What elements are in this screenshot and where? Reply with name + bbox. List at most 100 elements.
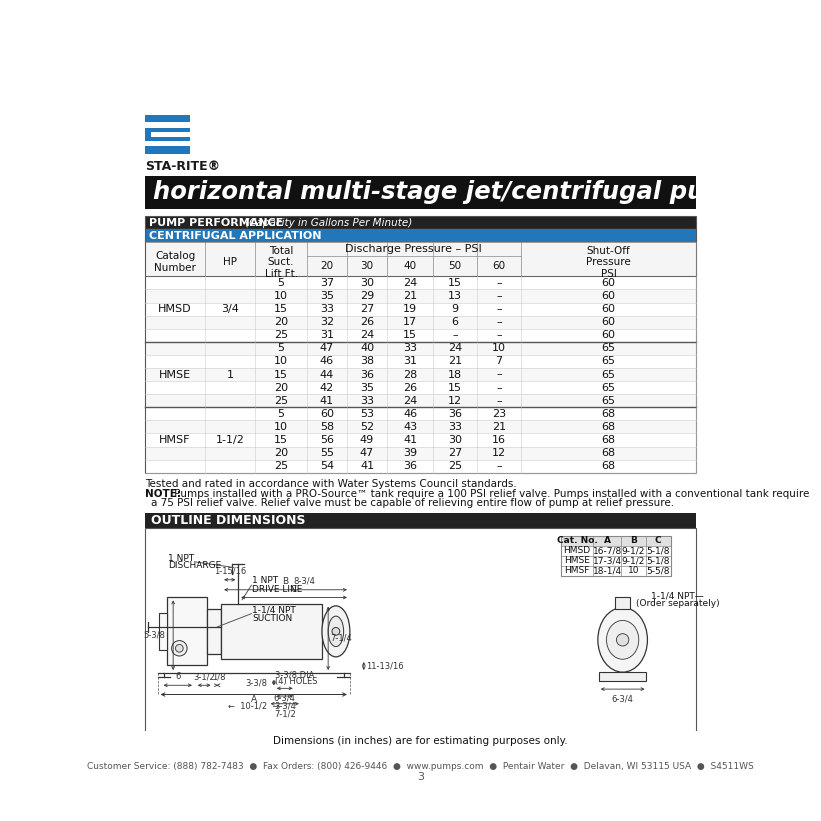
Text: 41: 41 <box>403 435 417 445</box>
Text: 7-1/4: 7-1/4 <box>331 634 352 643</box>
Text: C: C <box>291 585 297 594</box>
Text: 12: 12 <box>448 396 462 406</box>
Text: 39: 39 <box>403 448 417 458</box>
Text: 33: 33 <box>403 343 417 353</box>
Bar <box>145 303 696 315</box>
Text: 6-3/4: 6-3/4 <box>612 695 634 704</box>
Bar <box>145 407 696 420</box>
Ellipse shape <box>607 621 639 659</box>
Text: 20: 20 <box>274 317 288 328</box>
Text: 1 NPT: 1 NPT <box>252 576 278 585</box>
Bar <box>145 355 696 368</box>
Bar <box>561 536 671 576</box>
Circle shape <box>172 640 187 656</box>
Text: 36: 36 <box>448 409 462 419</box>
Text: 5: 5 <box>277 343 285 353</box>
Text: Catalog
Number: Catalog Number <box>154 251 196 273</box>
Ellipse shape <box>328 616 344 647</box>
Text: (Capacity in Gallons Per Minute): (Capacity in Gallons Per Minute) <box>242 218 412 228</box>
Text: HMSE: HMSE <box>159 369 191 379</box>
Text: 10: 10 <box>274 291 288 301</box>
Text: 31: 31 <box>320 330 334 340</box>
Text: 15: 15 <box>448 383 462 392</box>
Text: 65: 65 <box>602 383 616 392</box>
Text: HMSF: HMSF <box>564 566 589 576</box>
Text: (Order separately): (Order separately) <box>635 599 719 608</box>
Text: A: A <box>603 536 611 545</box>
Circle shape <box>332 627 340 635</box>
Text: Shut-Off
Pressure
PSI: Shut-Off Pressure PSI <box>586 245 631 279</box>
Text: 33: 33 <box>320 304 334 314</box>
Text: DRIVE LINE: DRIVE LINE <box>252 585 303 594</box>
Text: 1-1/2: 1-1/2 <box>216 435 245 445</box>
Bar <box>145 216 696 229</box>
Text: –: – <box>496 291 502 301</box>
Text: –: – <box>496 317 502 328</box>
Text: 5-1/8: 5-1/8 <box>647 557 670 566</box>
Text: 26: 26 <box>360 317 374 328</box>
Text: 65: 65 <box>602 343 616 353</box>
Text: 20: 20 <box>274 383 288 392</box>
Text: 60: 60 <box>493 260 506 271</box>
Text: 5-1/8: 5-1/8 <box>647 547 670 555</box>
Text: 30: 30 <box>448 435 462 445</box>
Text: 7: 7 <box>495 356 502 366</box>
Text: 20: 20 <box>320 260 333 271</box>
Text: 16: 16 <box>492 435 506 445</box>
Text: HP: HP <box>223 257 237 267</box>
Text: 60: 60 <box>602 304 616 314</box>
Bar <box>145 315 696 328</box>
Text: 36: 36 <box>403 461 417 471</box>
Text: 68: 68 <box>602 435 616 445</box>
Bar <box>145 122 190 128</box>
Text: 46: 46 <box>319 356 334 366</box>
Text: –: – <box>496 304 502 314</box>
Text: 8-3/4: 8-3/4 <box>293 577 315 586</box>
Text: 35: 35 <box>320 291 334 301</box>
Text: 68: 68 <box>602 409 616 419</box>
Text: 55: 55 <box>320 448 334 458</box>
Text: 1/8: 1/8 <box>212 672 226 681</box>
Text: 12: 12 <box>492 448 506 458</box>
Bar <box>145 328 696 342</box>
Circle shape <box>176 644 183 652</box>
Text: 21: 21 <box>403 291 417 301</box>
Text: HMSE: HMSE <box>564 557 589 566</box>
Text: PUMP PERFORMANCE: PUMP PERFORMANCE <box>149 218 283 228</box>
Text: –: – <box>496 383 502 392</box>
Text: 25: 25 <box>274 461 288 471</box>
Text: 16-7/8: 16-7/8 <box>593 547 621 555</box>
Text: 25: 25 <box>448 461 462 471</box>
Text: 1-1/4 NPT—: 1-1/4 NPT— <box>651 591 704 600</box>
Text: –: – <box>496 461 502 471</box>
Bar <box>221 603 322 659</box>
Text: 3/4: 3/4 <box>221 304 239 314</box>
Text: 21: 21 <box>448 356 462 366</box>
Text: 3-3/8 DIA: 3-3/8 DIA <box>276 671 314 680</box>
Text: 36: 36 <box>360 369 374 379</box>
Text: 15: 15 <box>448 278 462 288</box>
Text: –: – <box>496 396 502 406</box>
Bar <box>145 176 696 209</box>
Text: 3-3/4: 3-3/4 <box>274 701 296 710</box>
Text: Total
Suct.
Lift Ft.: Total Suct. Lift Ft. <box>264 245 298 279</box>
Text: 26: 26 <box>403 383 417 392</box>
Text: 18: 18 <box>448 369 462 379</box>
Text: 3: 3 <box>417 772 424 782</box>
Bar <box>145 394 696 407</box>
Text: 20: 20 <box>274 448 288 458</box>
Text: 38: 38 <box>360 356 374 366</box>
Text: 47: 47 <box>319 343 334 353</box>
Bar <box>561 556 671 566</box>
Text: HMSD: HMSD <box>158 304 192 314</box>
Text: 27: 27 <box>447 448 462 458</box>
Bar <box>145 229 696 241</box>
Text: 41: 41 <box>319 396 334 406</box>
Bar <box>145 141 190 146</box>
Bar <box>145 290 696 303</box>
Text: 40: 40 <box>403 260 416 271</box>
Text: 24: 24 <box>403 396 417 406</box>
Text: 10: 10 <box>492 343 506 353</box>
Bar <box>145 368 696 381</box>
Text: DISCHARGE: DISCHARGE <box>168 562 222 571</box>
